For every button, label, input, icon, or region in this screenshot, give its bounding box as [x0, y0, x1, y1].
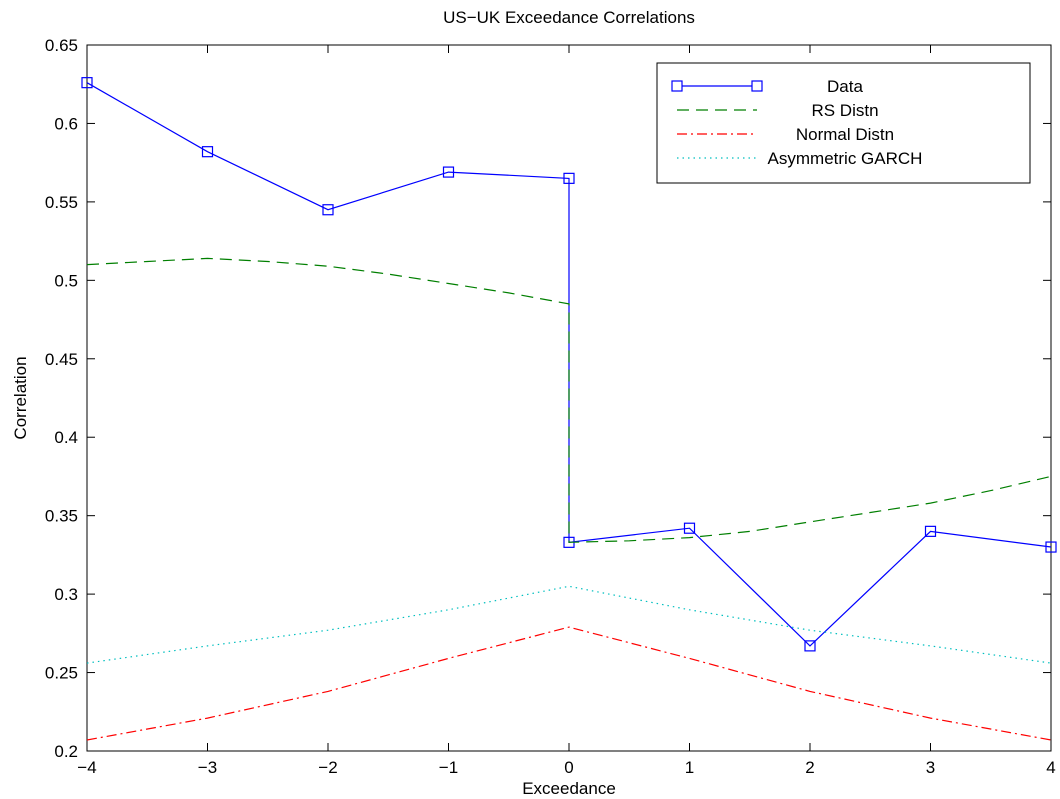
x-tick-label: 3 — [926, 758, 935, 777]
data-point-marker — [563, 172, 575, 184]
data-point-marker — [81, 77, 93, 89]
legend-box — [656, 62, 1031, 184]
y-tick-label: 0.5 — [54, 271, 78, 290]
data-point-marker — [442, 166, 455, 178]
series-line-normal-distn — [86, 626, 1052, 741]
data-point-marker — [322, 204, 334, 216]
legend-label-data: Data — [827, 77, 863, 96]
x-tick-label: 4 — [1046, 758, 1055, 777]
legend-label-rs-distn: RS Distn — [811, 101, 878, 120]
y-tick-label: 0.3 — [54, 585, 78, 604]
x-axis: −4 −3 −2 −1 0 1 2 3 4 — [77, 45, 1056, 777]
legend-marker-icon — [751, 80, 763, 92]
y-tick-label: 0.2 — [54, 742, 78, 761]
data-point-marker — [924, 525, 937, 537]
chart-title: US−UK Exceedance Correlations — [443, 8, 695, 27]
data-point-marker — [1045, 541, 1057, 553]
y-tick-label: 0.55 — [45, 193, 78, 212]
y-tick-label: 0.35 — [45, 507, 78, 526]
y-axis: 0.2 0.25 0.3 0.35 0.4 0.45 0.5 0.55 0.6 0.65 — [45, 36, 1051, 761]
legend-marker-icon — [671, 80, 683, 92]
y-tick-label: 0.4 — [54, 428, 78, 447]
y-tick-label: 0.25 — [45, 664, 78, 683]
x-tick-label: −2 — [318, 758, 337, 777]
y-tick-label: 0.6 — [54, 114, 78, 133]
x-tick-label: 0 — [564, 758, 573, 777]
legend: Data RS Distn Normal Distn Asymmetric GARCH — [656, 62, 1031, 184]
y-tick-label: 0.65 — [45, 36, 78, 55]
series-line-rs-distn — [86, 257, 1052, 543]
x-tick-label: 2 — [805, 758, 814, 777]
x-tick-label: −4 — [77, 758, 96, 777]
y-tick-label: 0.45 — [45, 350, 78, 369]
data-point-marker — [201, 146, 214, 158]
data-point-marker — [683, 522, 696, 534]
x-axis-label: Exceedance — [522, 779, 616, 798]
series-line-asymmetric-garch — [86, 585, 1052, 664]
x-tick-label: 1 — [685, 758, 694, 777]
series-layer — [81, 77, 1057, 741]
data-point-marker — [804, 640, 816, 652]
x-tick-label: −1 — [439, 758, 458, 777]
y-axis-label: Correlation — [11, 356, 30, 439]
legend-label-normal-distn: Normal Distn — [796, 125, 894, 144]
legend-label-asymmetric-garch: Asymmetric GARCH — [768, 149, 923, 168]
x-tick-label: −3 — [198, 758, 217, 777]
